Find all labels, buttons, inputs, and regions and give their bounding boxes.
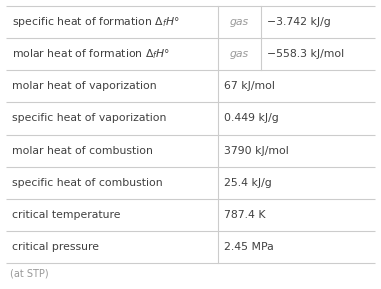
- Text: 67 kJ/mol: 67 kJ/mol: [224, 81, 275, 91]
- Text: 787.4 K: 787.4 K: [224, 210, 266, 220]
- Text: molar heat of combustion: molar heat of combustion: [12, 146, 153, 155]
- Text: −558.3 kJ/mol: −558.3 kJ/mol: [267, 49, 344, 59]
- Text: critical pressure: critical pressure: [12, 242, 99, 252]
- Text: molar heat of formation $\Delta_f H°$: molar heat of formation $\Delta_f H°$: [12, 47, 170, 61]
- Text: 0.449 kJ/g: 0.449 kJ/g: [224, 114, 279, 123]
- Text: gas: gas: [230, 17, 249, 27]
- Text: molar heat of vaporization: molar heat of vaporization: [12, 81, 157, 91]
- Text: gas: gas: [230, 49, 249, 59]
- Text: specific heat of formation $\Delta_f H°$: specific heat of formation $\Delta_f H°$: [12, 15, 180, 29]
- Text: 25.4 kJ/g: 25.4 kJ/g: [224, 178, 272, 188]
- Text: specific heat of combustion: specific heat of combustion: [12, 178, 163, 188]
- Text: critical temperature: critical temperature: [12, 210, 120, 220]
- Text: 3790 kJ/mol: 3790 kJ/mol: [224, 146, 289, 155]
- Text: 2.45 MPa: 2.45 MPa: [224, 242, 274, 252]
- Text: specific heat of vaporization: specific heat of vaporization: [12, 114, 166, 123]
- Text: −3.742 kJ/g: −3.742 kJ/g: [267, 17, 330, 27]
- Text: (at STP): (at STP): [10, 269, 49, 279]
